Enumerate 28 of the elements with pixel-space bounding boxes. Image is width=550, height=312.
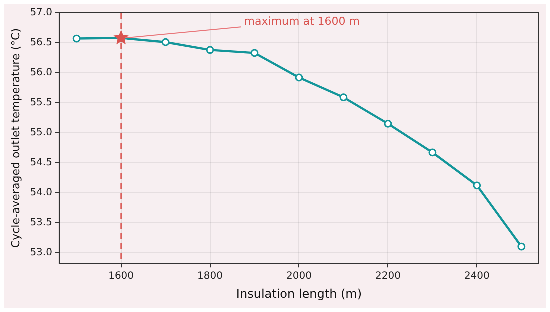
point [518,242,526,251]
y-tick-label: 57.0 [30,8,52,19]
y-tick-label: 55.0 [30,128,52,138]
x-tick-label: 1600 [108,271,134,282]
y-tick-label: 54.0 [30,187,52,198]
x-tick-label: 1800 [198,271,223,282]
point [295,74,304,82]
point [340,94,348,102]
y-tick-label: 54.5 [30,157,52,168]
x-axis-title: Insulation length (m) [236,286,362,301]
annotation: maximum at 1600 m [244,15,360,28]
y-tick-label: 56.0 [30,68,52,79]
y-tick-label: 53.5 [30,217,52,228]
x-tick-label: 2000 [286,271,312,282]
y-tick-label: 55.5 [30,98,52,109]
x-tick-label: 2400 [464,271,490,282]
y-tick-label: 56.5 [30,38,52,49]
point [72,34,81,43]
point [206,46,214,54]
point [428,148,437,157]
y-tick-label: 53.0 [30,247,52,258]
point [250,49,259,58]
point [114,30,129,45]
point [162,38,170,46]
point [384,120,392,128]
y-axis-title: Cycle-averaged outlet temperature (°C) [9,28,22,248]
point [473,182,482,190]
x-tick-label: 2200 [375,271,401,282]
